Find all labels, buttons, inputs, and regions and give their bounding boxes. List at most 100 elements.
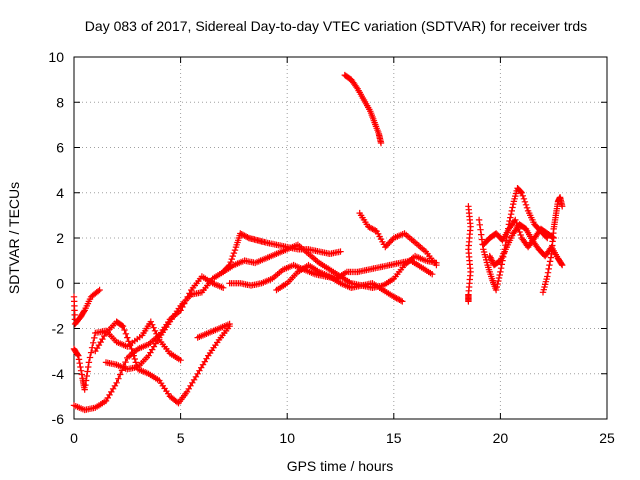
x-tick-label: 0 (70, 430, 78, 446)
y-tick-label: -6 (52, 411, 65, 427)
data-point (153, 330, 160, 337)
data-point (517, 188, 525, 196)
series-seg15 (480, 216, 557, 251)
data-point (386, 239, 393, 246)
data-point (514, 222, 521, 230)
data-point (365, 223, 372, 230)
data-point (367, 225, 375, 232)
data-point (475, 216, 483, 224)
data-point (125, 338, 132, 345)
data-point (131, 355, 138, 363)
data-point (507, 211, 515, 218)
data-point (151, 327, 159, 334)
data-point (149, 321, 156, 328)
data-point (488, 257, 496, 264)
data-point (96, 286, 103, 294)
plot-frame (73, 56, 608, 420)
data-point (390, 293, 397, 300)
data-point (128, 345, 135, 353)
y-tick-label: 10 (48, 49, 64, 65)
data-point (353, 84, 360, 91)
series-seg7 (220, 230, 344, 276)
data-point (559, 203, 566, 210)
data-point (492, 286, 500, 294)
data-point (337, 248, 344, 255)
data-point (523, 204, 531, 211)
grid-lines (74, 57, 607, 419)
data-point (231, 246, 239, 254)
data-point (229, 252, 236, 260)
data-point (122, 358, 129, 366)
series-seg11 (341, 71, 385, 147)
data-point (508, 207, 515, 215)
data-point (119, 323, 127, 330)
data-point (366, 224, 373, 231)
data-point (241, 232, 248, 239)
data-point (377, 139, 385, 147)
data-point (558, 260, 565, 268)
data-point (230, 249, 238, 257)
data-point (393, 295, 400, 302)
axis-ticks (73, 56, 608, 420)
data-point (177, 357, 184, 364)
data-point (517, 231, 524, 239)
data-point (77, 363, 84, 371)
y-axis-label: SDTVAR / TECUs (6, 182, 22, 294)
data-point (518, 189, 525, 196)
data-point (399, 298, 406, 305)
data-point (519, 192, 526, 199)
data-point (516, 228, 523, 236)
data-point (394, 295, 402, 303)
data-point (85, 359, 93, 366)
data-point (78, 371, 85, 378)
series-seg1 (70, 286, 103, 328)
data-point (429, 271, 436, 278)
data-point (515, 225, 522, 233)
data-point (521, 198, 529, 205)
series-line (344, 74, 382, 144)
data-point (496, 271, 503, 279)
data-point (544, 273, 551, 280)
data-point (129, 349, 136, 356)
data-point (239, 231, 247, 239)
data-point (559, 261, 566, 269)
data-point (117, 371, 124, 378)
data-point (520, 195, 528, 202)
y-tick-label: 8 (56, 94, 64, 110)
data-point (126, 341, 134, 349)
data-point (383, 242, 390, 249)
data-point (82, 381, 89, 389)
data-point (80, 308, 88, 315)
data-point (83, 372, 90, 380)
data-point (465, 298, 472, 305)
data-point (113, 379, 120, 386)
x-tick-label: 5 (177, 430, 185, 446)
data-point (91, 334, 98, 342)
data-point (507, 214, 514, 221)
data-point (495, 274, 503, 282)
series-seg2 (70, 318, 184, 393)
data-point (86, 354, 94, 361)
data-point (512, 216, 519, 224)
data-point (370, 226, 378, 233)
x-tick-label: 20 (493, 430, 509, 446)
data-point (85, 363, 92, 371)
data-point (513, 219, 520, 227)
data-point (226, 320, 233, 328)
data-point (397, 297, 405, 304)
series-seg5 (102, 241, 440, 373)
data-point (75, 352, 82, 359)
data-point (220, 284, 227, 291)
data-point (509, 204, 516, 211)
data-point (90, 339, 97, 346)
data-point (487, 254, 494, 261)
data-point (84, 368, 91, 375)
x-tick-label: 25 (599, 430, 615, 446)
data-point (130, 352, 137, 359)
chart-title: Day 083 of 2017, Sidereal Day-to-day VTE… (85, 18, 587, 34)
data-point (227, 258, 234, 266)
data-point (522, 201, 530, 208)
data-point (118, 322, 126, 329)
series-seg12 (465, 203, 474, 305)
